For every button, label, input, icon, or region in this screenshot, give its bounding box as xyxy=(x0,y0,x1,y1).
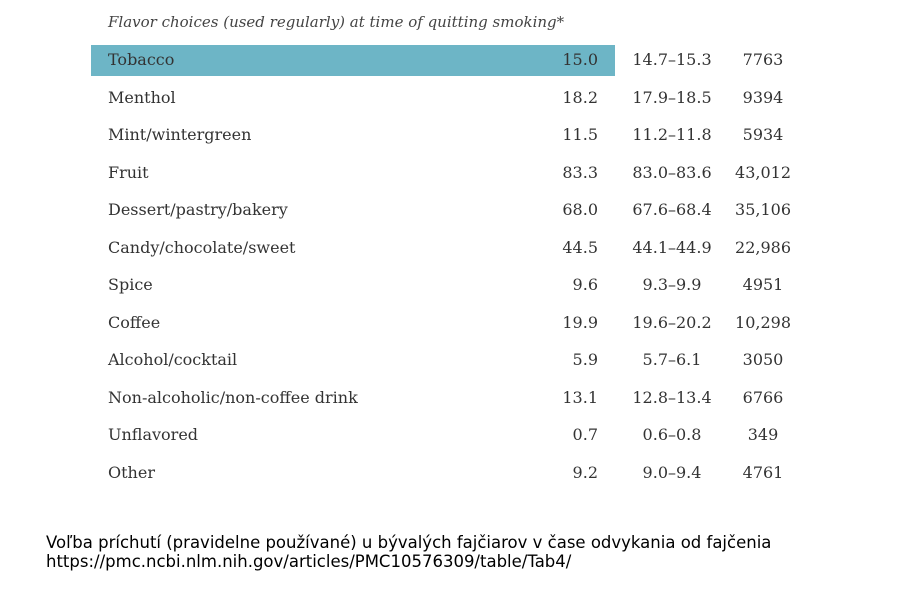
cell-count: 22,986 xyxy=(735,237,791,257)
cell-percent: 13.1 xyxy=(562,387,598,407)
cell-ci: 17.9–18.5 xyxy=(632,87,712,107)
cell-ci: 19.6–20.2 xyxy=(632,312,712,332)
cell-ci: 12.8–13.4 xyxy=(632,387,712,407)
cell-percent: 18.2 xyxy=(562,87,598,107)
cell-count: 35,106 xyxy=(735,200,791,219)
cell-flavor: Mint/wintergreen xyxy=(108,125,252,144)
cell-flavor: Tobacco xyxy=(108,50,175,69)
cell-flavor: Unflavored xyxy=(108,425,199,444)
cell-count: 7763 xyxy=(742,50,784,69)
cell-ci: 44.1–44.9 xyxy=(632,237,712,257)
table-header: Flavor choices (used regularly) at time … xyxy=(108,13,565,31)
cell-count: 10,298 xyxy=(735,312,791,332)
cell-percent: 9.6 xyxy=(572,275,598,294)
cell-ci: 9.0–9.4 xyxy=(642,462,702,482)
cell-flavor: Fruit xyxy=(108,162,149,182)
row-highlight xyxy=(91,45,615,76)
cell-ci: 67.6–68.4 xyxy=(632,200,712,219)
cell-percent: 0.7 xyxy=(572,425,598,444)
cell-flavor: Spice xyxy=(108,275,153,294)
cell-flavor: Dessert/pastry/bakery xyxy=(108,200,288,219)
caption-title: Voľba príchutí (pravidelne používané) u … xyxy=(46,533,772,552)
cell-count: 349 xyxy=(747,425,779,444)
cell-flavor: Menthol xyxy=(108,87,176,107)
cell-percent: 5.9 xyxy=(572,350,598,369)
cell-count: 3050 xyxy=(742,350,784,369)
cell-percent: 44.5 xyxy=(562,237,598,257)
cell-percent: 83.3 xyxy=(562,162,598,182)
cell-count: 4951 xyxy=(742,275,784,294)
cell-percent: 9.2 xyxy=(572,462,598,482)
cell-ci: 14.7–15.3 xyxy=(632,50,712,69)
cell-percent: 68.0 xyxy=(562,200,598,219)
cell-count: 9394 xyxy=(742,87,784,107)
caption-url: https://pmc.ncbi.nlm.nih.gov/articles/PM… xyxy=(46,552,572,571)
cell-ci: 5.7–6.1 xyxy=(642,350,702,369)
cell-ci: 9.3–9.9 xyxy=(642,275,702,294)
cell-flavor: Alcohol/cocktail xyxy=(108,350,238,369)
cell-count: 5934 xyxy=(742,125,784,144)
cell-ci: 83.0–83.6 xyxy=(632,162,712,182)
cell-percent: 19.9 xyxy=(562,312,598,332)
cell-flavor: Non-alcoholic/non-coffee drink xyxy=(108,387,358,407)
cell-flavor: Candy/chocolate/sweet xyxy=(108,237,296,257)
cell-percent: 11.5 xyxy=(562,125,598,144)
cell-flavor: Other xyxy=(108,462,155,482)
cell-count: 43,012 xyxy=(735,162,791,182)
cell-percent: 15.0 xyxy=(562,50,598,69)
cell-count: 4761 xyxy=(742,462,784,482)
cell-ci: 11.2–11.8 xyxy=(632,125,712,144)
cell-count: 6766 xyxy=(742,387,784,407)
cell-flavor: Coffee xyxy=(108,312,161,332)
cell-ci: 0.6–0.8 xyxy=(642,425,702,444)
